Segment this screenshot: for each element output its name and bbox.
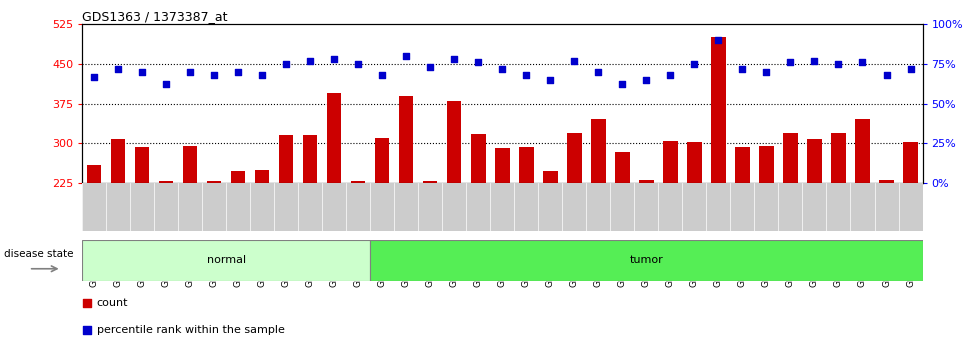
Point	[639, 77, 654, 82]
Point	[86, 74, 101, 79]
Point	[183, 69, 198, 75]
Point	[134, 69, 150, 75]
Bar	[399, 96, 413, 183]
Text: normal: normal	[207, 256, 245, 265]
Point	[519, 72, 534, 78]
Bar	[496, 148, 509, 183]
Point	[614, 82, 630, 87]
Bar	[615, 152, 630, 183]
Bar	[783, 132, 798, 183]
Point	[110, 66, 126, 71]
Bar	[759, 146, 774, 183]
Text: percentile rank within the sample: percentile rank within the sample	[97, 325, 285, 335]
Point	[735, 66, 751, 71]
Point	[422, 64, 438, 70]
Point	[158, 82, 174, 87]
Bar	[87, 165, 101, 183]
Bar	[370, 240, 923, 281]
Bar	[351, 181, 365, 183]
Bar	[735, 147, 750, 183]
Point	[231, 69, 246, 75]
Bar	[231, 171, 245, 183]
Bar	[832, 132, 845, 183]
Bar	[135, 147, 150, 183]
Point	[470, 59, 486, 65]
Bar	[519, 147, 533, 183]
Point	[375, 72, 390, 78]
Text: count: count	[97, 298, 128, 308]
Text: disease state: disease state	[4, 249, 73, 259]
Point	[758, 69, 774, 75]
Bar	[471, 134, 486, 183]
Point	[687, 61, 702, 67]
Bar	[711, 37, 725, 183]
Point	[330, 180, 346, 185]
Point	[855, 59, 870, 65]
Bar	[183, 146, 197, 183]
Bar	[903, 142, 918, 183]
Point	[495, 66, 510, 71]
Bar	[591, 119, 606, 183]
Point	[663, 72, 678, 78]
Bar	[255, 170, 270, 183]
Bar	[111, 139, 126, 183]
Point	[831, 61, 846, 67]
Bar	[82, 240, 370, 281]
Point	[351, 61, 366, 67]
Point	[903, 66, 919, 71]
Point	[302, 58, 318, 63]
Point	[327, 56, 342, 62]
Point	[207, 72, 222, 78]
Point	[399, 53, 414, 59]
Bar	[279, 135, 294, 183]
Bar	[687, 142, 701, 183]
Bar	[423, 181, 438, 183]
Bar	[327, 93, 341, 183]
Point	[807, 58, 822, 63]
Point	[590, 69, 606, 75]
Bar	[879, 180, 894, 183]
Point	[278, 61, 294, 67]
Bar	[447, 101, 462, 183]
Point	[446, 56, 462, 62]
Point	[782, 59, 798, 65]
Bar	[664, 140, 677, 183]
Point	[254, 72, 270, 78]
Point	[543, 77, 558, 82]
Point	[711, 37, 726, 43]
Bar	[639, 180, 654, 183]
Bar	[159, 181, 173, 183]
Point	[879, 72, 895, 78]
Text: tumor: tumor	[630, 256, 664, 265]
Point	[567, 58, 582, 63]
Bar	[207, 181, 221, 183]
Bar	[808, 139, 822, 183]
Bar	[567, 132, 582, 183]
Bar	[543, 171, 557, 183]
Bar	[375, 138, 389, 183]
Bar	[855, 119, 869, 183]
Bar	[303, 135, 318, 183]
Text: GDS1363 / 1373387_at: GDS1363 / 1373387_at	[82, 10, 228, 23]
